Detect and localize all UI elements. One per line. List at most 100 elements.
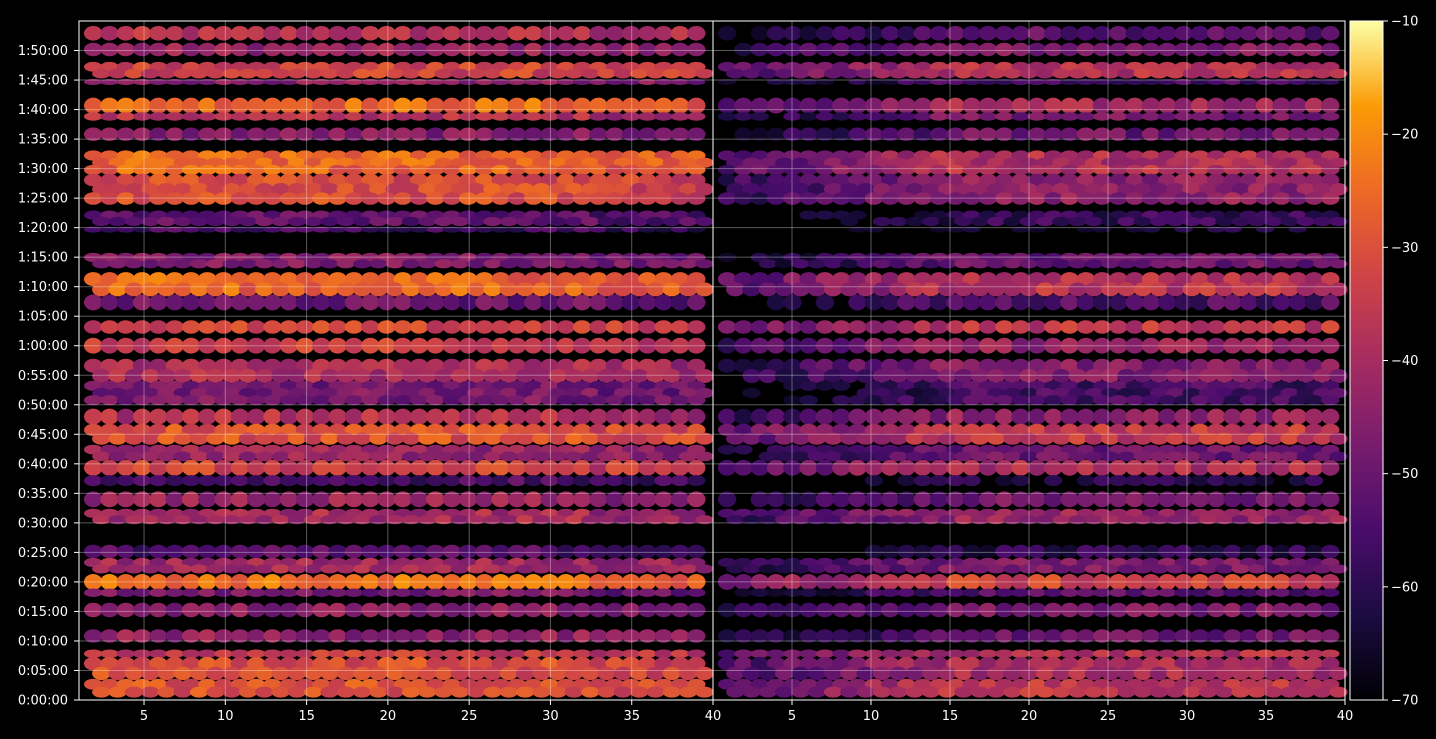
heatmap-cell bbox=[320, 432, 339, 445]
heatmap-cell bbox=[742, 68, 761, 79]
heatmap-cell bbox=[524, 475, 543, 487]
heatmap-cell bbox=[726, 282, 745, 297]
heatmap-cell bbox=[181, 573, 201, 590]
heatmap-cell bbox=[1304, 408, 1324, 425]
heatmap-cell bbox=[1117, 368, 1136, 384]
heatmap-cell bbox=[1125, 459, 1144, 476]
heatmap-cell bbox=[1190, 173, 1210, 187]
heatmap-cell bbox=[540, 629, 559, 643]
heatmap-cell bbox=[206, 259, 225, 269]
heatmap-cell bbox=[361, 544, 380, 559]
heatmap-cell bbox=[605, 320, 624, 334]
heatmap-cell bbox=[646, 686, 665, 698]
heatmap-cell bbox=[344, 173, 364, 187]
heatmap-cell bbox=[100, 408, 119, 425]
heatmap-cell bbox=[214, 588, 233, 597]
heatmap-cell bbox=[475, 475, 494, 487]
heatmap-cell bbox=[889, 564, 908, 574]
heatmap-cell bbox=[263, 656, 282, 671]
heatmap-cell bbox=[132, 629, 152, 643]
heatmap-cell bbox=[832, 320, 851, 334]
heatmap-cell bbox=[766, 97, 786, 114]
heatmap-cell bbox=[766, 192, 786, 205]
heatmap-cell bbox=[695, 432, 714, 445]
heatmap-cell bbox=[467, 68, 486, 79]
heatmap-cell bbox=[1231, 259, 1250, 269]
heatmap-cell bbox=[246, 395, 266, 406]
heatmap-cell bbox=[524, 491, 543, 508]
heatmap-cell bbox=[864, 192, 884, 205]
heatmap-cell bbox=[1141, 459, 1161, 476]
heatmap-cell bbox=[1304, 272, 1324, 287]
heatmap-cell bbox=[1076, 164, 1096, 175]
heatmap-cell bbox=[613, 564, 633, 574]
heatmap-cell bbox=[799, 192, 818, 205]
colorbar-gradient bbox=[1349, 20, 1384, 701]
heatmap-cell bbox=[450, 432, 470, 445]
heatmap-cell bbox=[572, 337, 592, 354]
heatmap-cell bbox=[872, 183, 892, 196]
heatmap-cell bbox=[1321, 573, 1340, 590]
heatmap-cell bbox=[279, 544, 298, 559]
heatmap-cell bbox=[962, 337, 981, 354]
heatmap-cell bbox=[880, 573, 900, 590]
heatmap-cell bbox=[1076, 337, 1096, 354]
heatmap-cell bbox=[613, 515, 633, 525]
heatmap-cell bbox=[589, 588, 608, 597]
heatmap-cell bbox=[1166, 666, 1185, 681]
heatmap-cell bbox=[1027, 294, 1047, 311]
heatmap-cell bbox=[491, 25, 510, 41]
heatmap-cell bbox=[369, 432, 388, 445]
heatmap-cell bbox=[507, 629, 527, 643]
heatmap-cell bbox=[929, 192, 949, 205]
heatmap-cell bbox=[1239, 491, 1259, 508]
heatmap-cell bbox=[687, 78, 706, 86]
heatmap-cell bbox=[986, 432, 1006, 445]
heatmap-cell bbox=[799, 272, 818, 287]
heatmap-cell bbox=[734, 408, 753, 425]
heatmap-cell bbox=[572, 602, 592, 618]
heatmap-cell bbox=[807, 432, 826, 445]
heatmap-cell bbox=[434, 451, 453, 462]
heatmap-cell bbox=[1092, 97, 1112, 114]
heatmap-cell bbox=[409, 272, 429, 287]
heatmap-cell bbox=[132, 164, 152, 175]
heatmap-cell bbox=[385, 564, 404, 574]
heatmap-cell bbox=[1304, 78, 1324, 86]
heatmap-cell bbox=[572, 358, 592, 373]
heatmap-cell bbox=[198, 192, 217, 205]
heatmap-cell bbox=[1044, 97, 1063, 114]
heatmap-cell bbox=[913, 25, 932, 41]
x-tick-label: 20 bbox=[380, 709, 397, 724]
heatmap-cell bbox=[995, 475, 1014, 487]
heatmap-cell bbox=[312, 588, 331, 597]
heatmap-cell bbox=[970, 183, 989, 196]
heatmap-cell bbox=[581, 564, 600, 574]
heatmap-cell bbox=[1109, 42, 1128, 57]
heatmap-cell bbox=[548, 216, 567, 227]
heatmap-cell bbox=[442, 25, 461, 41]
heatmap-cell bbox=[181, 423, 201, 436]
heatmap-cell bbox=[361, 192, 380, 205]
heatmap-cell bbox=[149, 25, 168, 41]
heatmap-cell bbox=[409, 629, 429, 643]
heatmap-cell bbox=[750, 602, 769, 618]
heatmap-cell bbox=[1044, 491, 1063, 508]
heatmap-cell bbox=[524, 226, 543, 233]
heatmap-cell bbox=[149, 112, 168, 121]
heatmap-cell bbox=[638, 127, 657, 141]
heatmap-cell bbox=[181, 42, 201, 57]
heatmap-cell bbox=[1174, 459, 1193, 476]
heatmap-cell bbox=[1011, 294, 1030, 311]
heatmap-cell bbox=[149, 226, 168, 233]
heatmap-cell bbox=[978, 173, 998, 187]
heatmap-cell bbox=[1239, 408, 1259, 425]
heatmap-cell bbox=[995, 544, 1014, 559]
heatmap-cell bbox=[758, 183, 778, 196]
heatmap-cell bbox=[1207, 42, 1226, 57]
heatmap-cell bbox=[214, 164, 233, 175]
heatmap-cell bbox=[279, 337, 298, 354]
heatmap-cell bbox=[385, 451, 404, 462]
heatmap-cell bbox=[742, 686, 761, 698]
heatmap-cell bbox=[921, 259, 941, 269]
